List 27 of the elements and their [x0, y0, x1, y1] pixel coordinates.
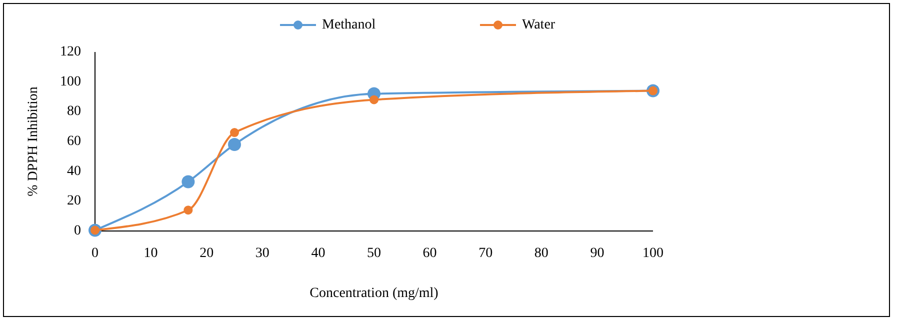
y-tick-label: 0	[74, 224, 81, 238]
legend-label: Water	[522, 18, 556, 32]
point	[184, 206, 193, 215]
x-tick-label: 30	[255, 246, 270, 261]
x-tick-label: 50	[367, 246, 381, 261]
y-axis-title: % DPPH Inhibition	[26, 86, 41, 196]
y-tick-label: 80	[67, 104, 81, 120]
y-tick-label: 40	[67, 164, 81, 179]
y-tick-label: 60	[67, 134, 81, 149]
x-tick-label: 60	[422, 246, 437, 261]
x-tick-label: 0	[92, 246, 98, 261]
x-tick-label: 10	[144, 246, 158, 261]
point	[228, 138, 241, 151]
point	[182, 175, 195, 188]
y-tick-label: 100	[60, 74, 81, 90]
point	[370, 95, 378, 104]
x-tick-label: 20	[200, 246, 214, 261]
x-tick-label: 70	[478, 246, 493, 261]
legend-label: Methanol	[322, 18, 376, 32]
x-tick-label: 100	[642, 246, 664, 261]
x-tick-label: 90	[590, 246, 604, 261]
x-tick-label: 40	[311, 246, 326, 261]
x-tick-label: 80	[534, 246, 548, 261]
y-tick-label: 120	[60, 44, 81, 60]
x-axis-title: Concentration (mg/ml)	[310, 286, 439, 301]
point	[230, 128, 239, 138]
y-tick-label: 20	[67, 194, 81, 209]
